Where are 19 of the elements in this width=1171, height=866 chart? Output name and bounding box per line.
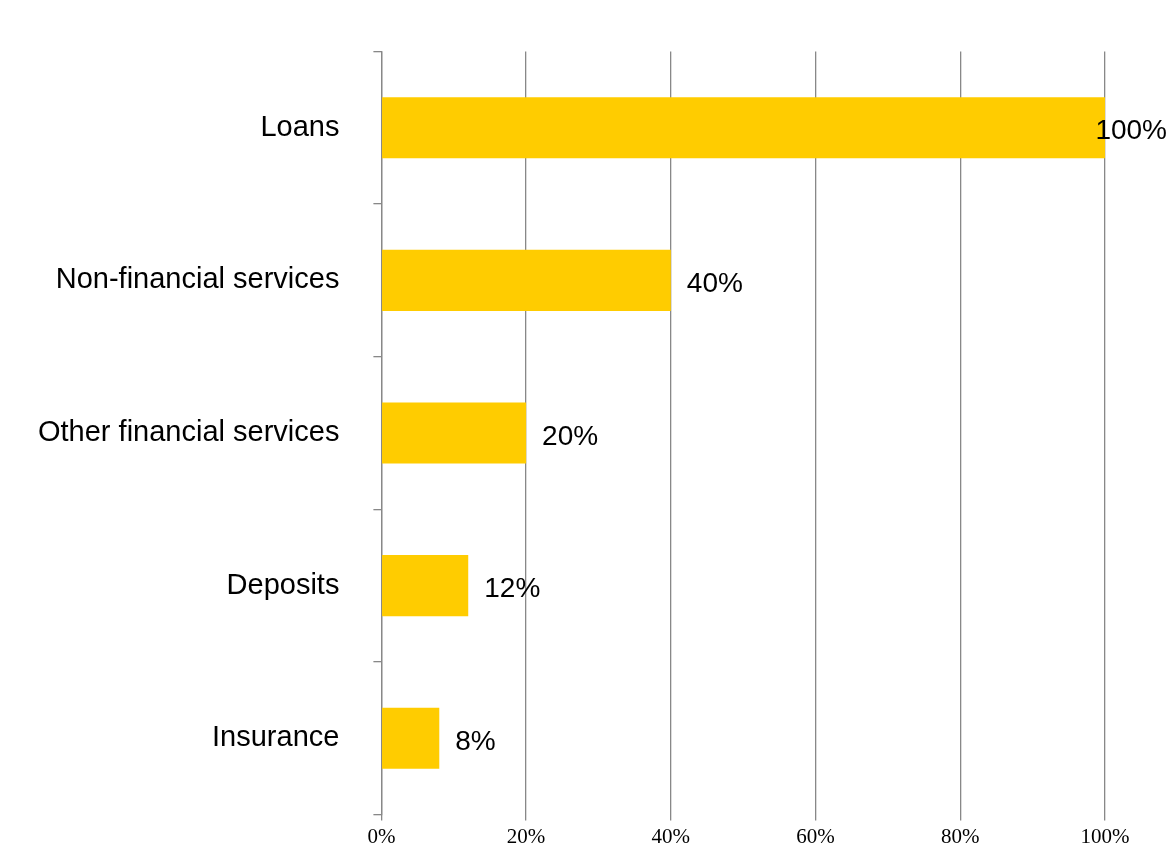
- data-label: 12%: [484, 572, 541, 604]
- bar: [382, 707, 440, 769]
- x-tick-label: 20%: [506, 823, 546, 848]
- data-label: 20%: [542, 419, 599, 451]
- x-tick-label: 40%: [651, 823, 691, 848]
- y-tick-label: Other financial services: [37, 415, 340, 447]
- bar: [382, 249, 671, 311]
- data-label: 8%: [455, 725, 496, 756]
- bar: [382, 555, 469, 617]
- bar: [382, 402, 527, 464]
- x-tick-label: 80%: [941, 823, 980, 848]
- y-tick-label: Insurance: [212, 720, 340, 753]
- y-tick-label: Non-financial services: [55, 262, 340, 295]
- y-tick-label: Loans: [260, 109, 340, 142]
- y-tick-label: Deposits: [226, 567, 340, 600]
- data-label: 40%: [686, 267, 743, 299]
- x-tick-label: 100%: [1080, 823, 1130, 848]
- x-tick-label: 0%: [367, 823, 396, 848]
- x-tick-label: 60%: [796, 823, 835, 848]
